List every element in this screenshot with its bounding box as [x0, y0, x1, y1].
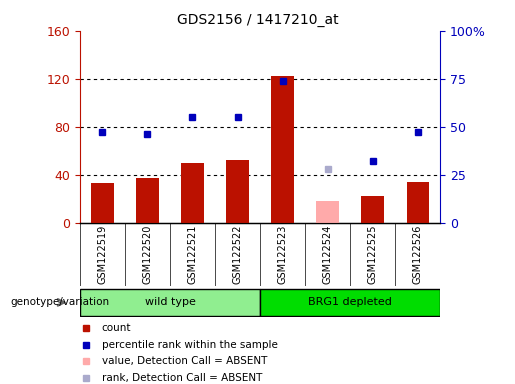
Bar	[80, 289, 260, 316]
Text: GSM122525: GSM122525	[368, 225, 377, 284]
Bar	[316, 201, 339, 223]
Bar	[271, 76, 294, 223]
Text: wild type: wild type	[145, 297, 195, 308]
Bar	[406, 182, 429, 223]
Text: GSM122523: GSM122523	[278, 225, 287, 284]
Text: GSM122522: GSM122522	[233, 225, 243, 284]
Text: percentile rank within the sample: percentile rank within the sample	[102, 340, 278, 350]
Bar	[362, 196, 384, 223]
Text: value, Detection Call = ABSENT: value, Detection Call = ABSENT	[102, 356, 267, 366]
Text: rank, Detection Call = ABSENT: rank, Detection Call = ABSENT	[102, 372, 262, 383]
Text: GDS2156 / 1417210_at: GDS2156 / 1417210_at	[177, 13, 338, 27]
Bar	[226, 161, 249, 223]
Bar	[136, 178, 159, 223]
Text: GSM122524: GSM122524	[323, 225, 333, 284]
Text: GSM122519: GSM122519	[97, 225, 107, 284]
Text: GSM122520: GSM122520	[143, 225, 152, 284]
Text: GSM122526: GSM122526	[413, 225, 423, 284]
Text: genotype/variation: genotype/variation	[10, 297, 109, 308]
Bar	[181, 163, 204, 223]
Text: GSM122521: GSM122521	[187, 225, 197, 284]
Bar	[260, 289, 440, 316]
Text: count: count	[102, 323, 131, 333]
Bar	[91, 183, 114, 223]
Text: BRG1 depleted: BRG1 depleted	[308, 297, 392, 308]
